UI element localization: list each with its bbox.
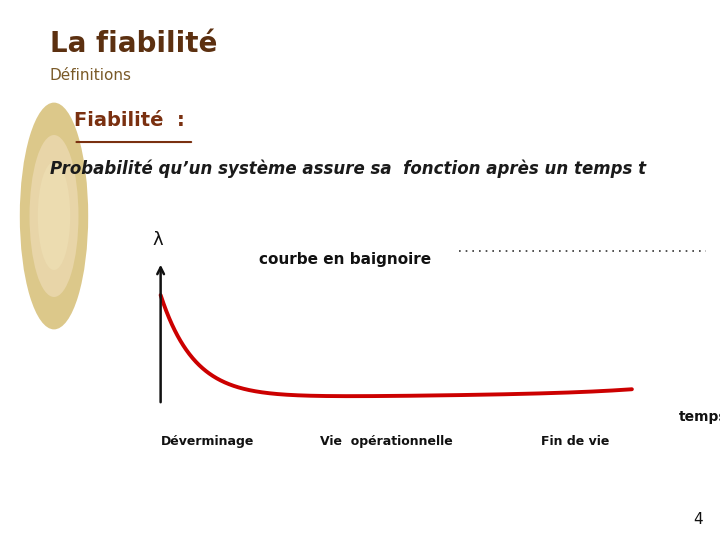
Ellipse shape [30, 135, 78, 297]
Ellipse shape [19, 103, 89, 329]
Text: Fin de vie: Fin de vie [541, 435, 610, 448]
Text: Fiabilité  :: Fiabilité : [73, 111, 184, 130]
Text: temps: temps [679, 409, 720, 423]
Ellipse shape [37, 162, 71, 270]
Text: Déverminage: Déverminage [161, 435, 254, 448]
Text: Définitions: Définitions [50, 68, 132, 83]
Text: Probabilité qu’un système assure sa  fonction après un temps t: Probabilité qu’un système assure sa fonc… [50, 159, 646, 178]
Text: Vie  opérationnelle: Vie opérationnelle [320, 435, 453, 448]
Text: courbe en baignoire: courbe en baignoire [259, 252, 431, 267]
Text: 4: 4 [693, 511, 703, 526]
Text: La fiabilité: La fiabilité [50, 30, 217, 58]
Text: λ: λ [153, 231, 163, 249]
